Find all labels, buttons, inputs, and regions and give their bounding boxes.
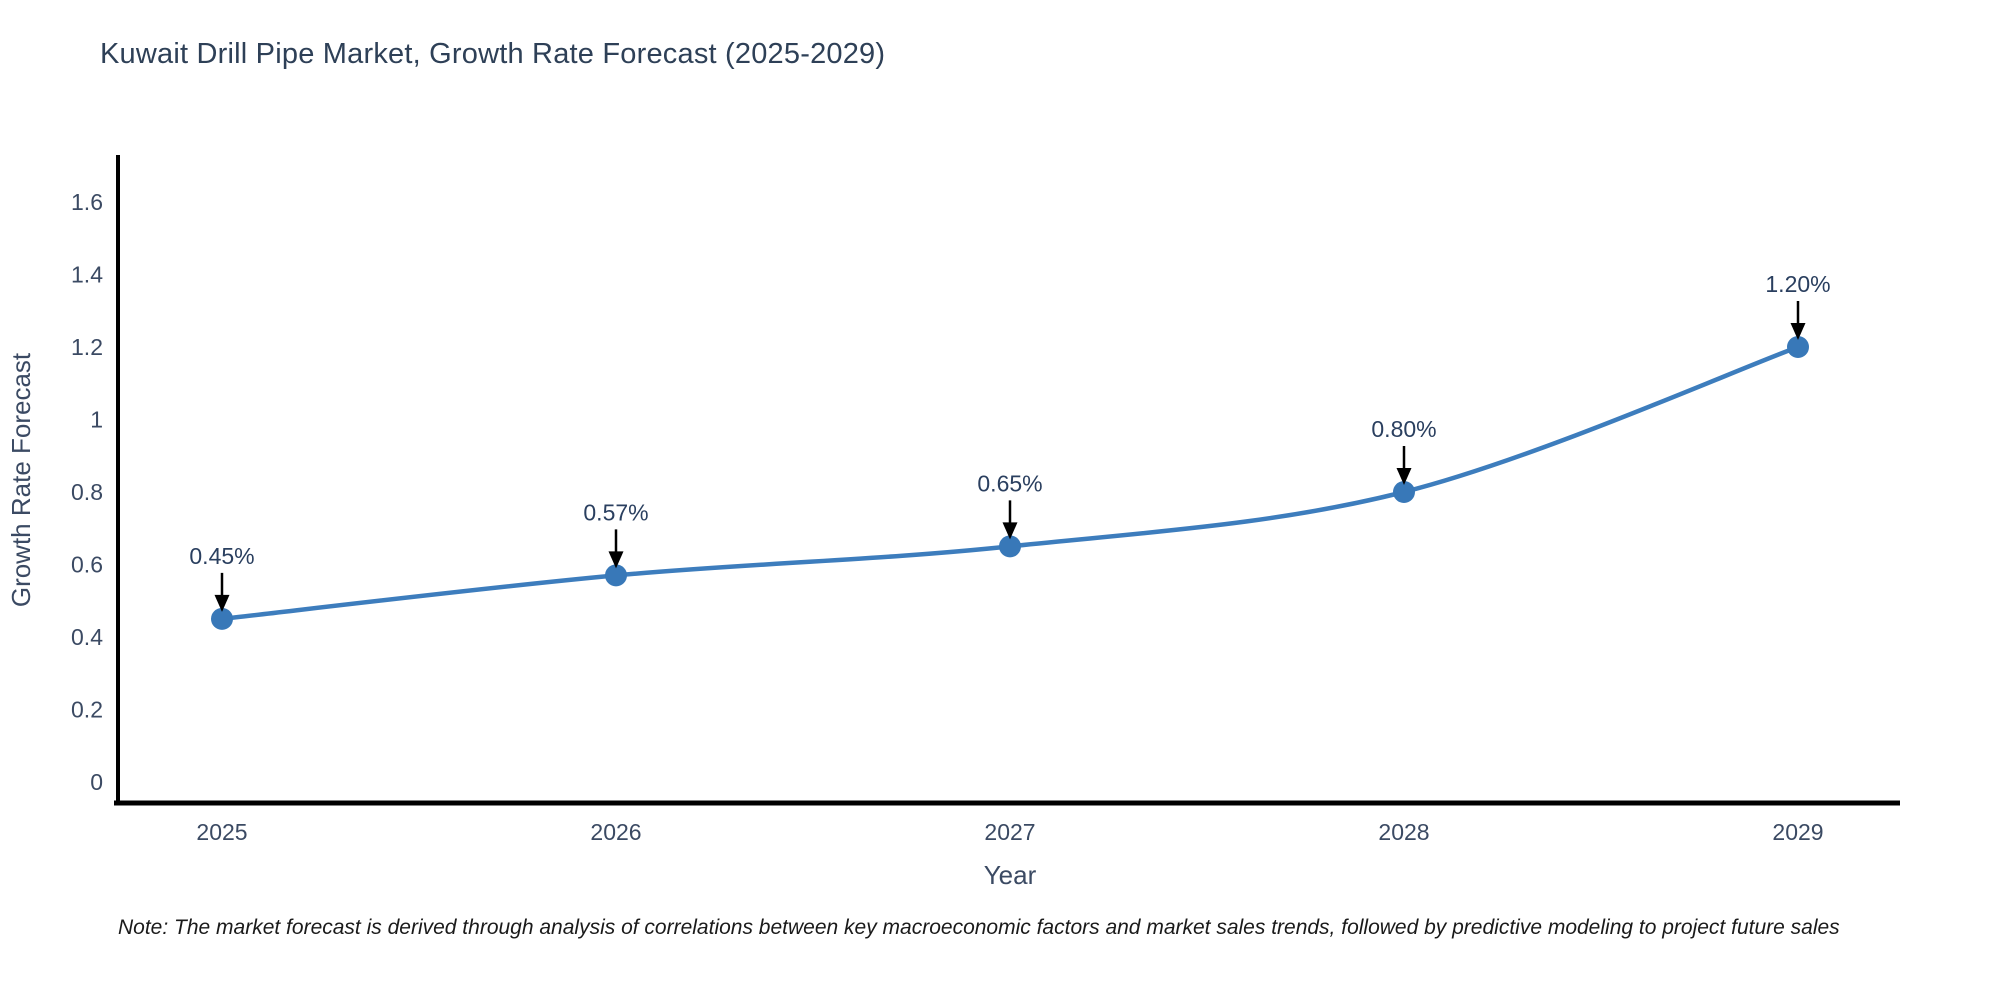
- annotation-label: 0.65%: [977, 470, 1042, 496]
- data-point-marker: [1393, 481, 1415, 503]
- annotation-arrowhead: [214, 594, 230, 612]
- annotation-arrowhead: [1396, 468, 1412, 485]
- y-tick-label: 0.6: [71, 552, 103, 578]
- annotation-label: 0.57%: [583, 499, 648, 525]
- y-tick-label: 1.6: [71, 189, 103, 215]
- x-tick-label: 2028: [1378, 819, 1429, 845]
- data-point-marker: [999, 535, 1021, 558]
- y-tick-label: 1: [90, 407, 103, 433]
- y-axis-title: Growth Rate Forecast: [6, 352, 36, 607]
- x-axis-title: Year: [984, 860, 1037, 890]
- line-chart-plot: 0 0.2 0.4 0.6 0.8 1 1.2 1.4 1.6 2025 2026 2027 2028 2…: [6, 155, 1900, 890]
- x-tick-label: 2027: [984, 819, 1035, 845]
- annotation-arrowhead: [608, 551, 624, 569]
- data-point-marker: [211, 607, 233, 630]
- y-tick-label: 0: [90, 769, 103, 795]
- y-tick-label: 1.4: [71, 262, 103, 288]
- y-tick-label: 0.2: [71, 697, 103, 723]
- data-point-marker: [1787, 336, 1809, 358]
- footnote-text: Note: The market forecast is derived thr…: [118, 916, 1840, 939]
- y-tick-label: 0.4: [71, 624, 103, 650]
- x-tick-label: 2026: [590, 819, 641, 845]
- y-tick-label: 0.8: [71, 479, 103, 505]
- annotation-label: 0.80%: [1371, 416, 1436, 442]
- x-tick-label: 2029: [1772, 819, 1823, 845]
- annotation-arrowhead: [1002, 522, 1018, 540]
- x-tick-label: 2025: [196, 819, 247, 845]
- chart-title: Kuwait Drill Pipe Market, Growth Rate Fo…: [100, 38, 886, 70]
- annotation-label: 0.45%: [189, 543, 254, 569]
- annotation-arrowhead: [1790, 323, 1806, 340]
- data-point-marker: [605, 564, 627, 587]
- annotation-label: 1.20%: [1765, 271, 1830, 297]
- y-tick-label: 1.2: [71, 334, 103, 360]
